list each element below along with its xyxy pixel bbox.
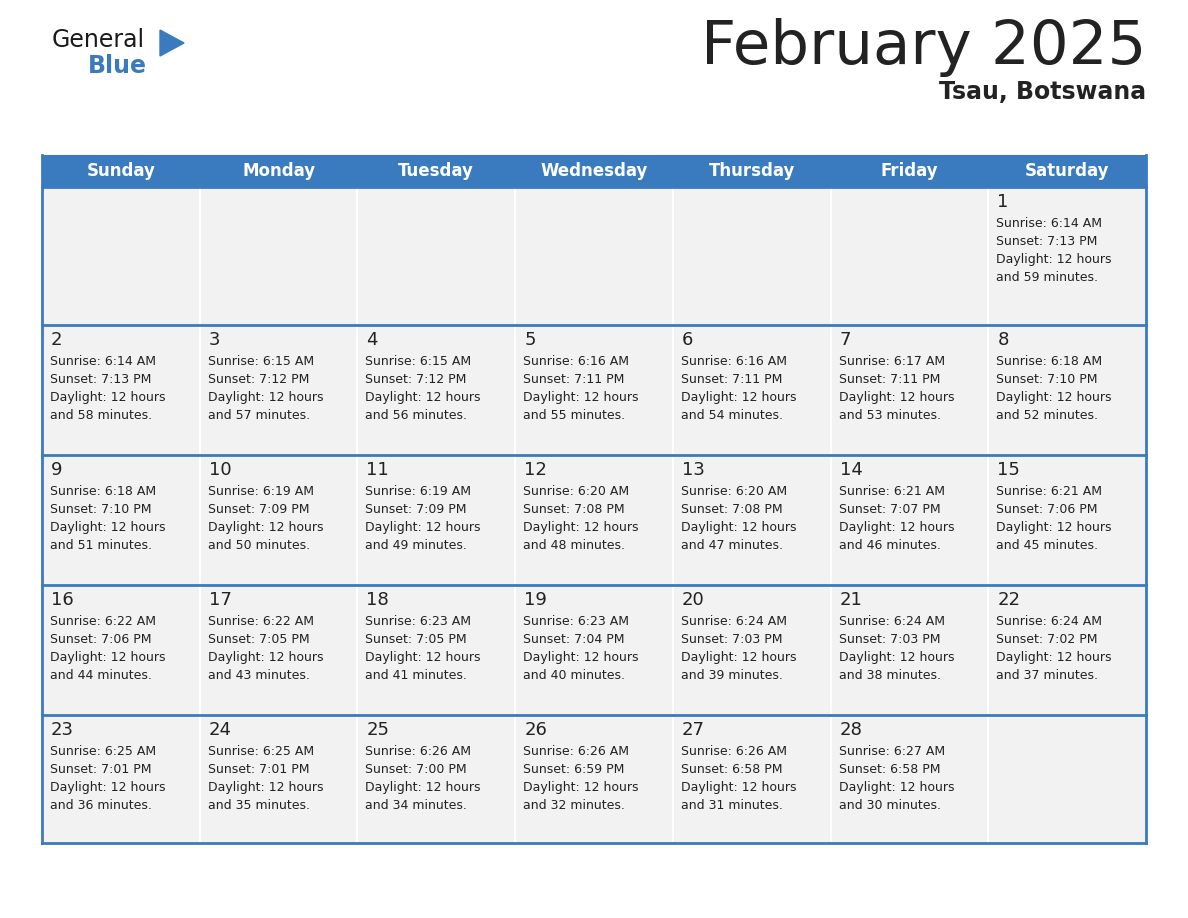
- Text: Sunday: Sunday: [87, 162, 156, 180]
- Text: 6: 6: [682, 331, 694, 349]
- Text: 3: 3: [209, 331, 220, 349]
- Text: 11: 11: [366, 461, 390, 479]
- Text: 8: 8: [997, 331, 1009, 349]
- Text: Thursday: Thursday: [708, 162, 795, 180]
- Text: Tuesday: Tuesday: [398, 162, 474, 180]
- Text: February 2025: February 2025: [701, 18, 1146, 77]
- Text: 18: 18: [366, 591, 390, 609]
- Text: Sunrise: 6:26 AM
Sunset: 6:59 PM
Daylight: 12 hours
and 32 minutes.: Sunrise: 6:26 AM Sunset: 6:59 PM Dayligh…: [523, 745, 639, 812]
- Text: 10: 10: [209, 461, 232, 479]
- Text: General: General: [52, 28, 145, 52]
- Text: Saturday: Saturday: [1025, 162, 1110, 180]
- Text: Sunrise: 6:14 AM
Sunset: 7:13 PM
Daylight: 12 hours
and 58 minutes.: Sunrise: 6:14 AM Sunset: 7:13 PM Dayligh…: [50, 355, 165, 422]
- Text: Sunrise: 6:25 AM
Sunset: 7:01 PM
Daylight: 12 hours
and 35 minutes.: Sunrise: 6:25 AM Sunset: 7:01 PM Dayligh…: [208, 745, 323, 812]
- Text: Friday: Friday: [880, 162, 939, 180]
- Text: Sunrise: 6:23 AM
Sunset: 7:05 PM
Daylight: 12 hours
and 41 minutes.: Sunrise: 6:23 AM Sunset: 7:05 PM Dayligh…: [366, 615, 481, 682]
- Text: 14: 14: [840, 461, 862, 479]
- Text: 16: 16: [51, 591, 74, 609]
- Text: 17: 17: [209, 591, 232, 609]
- Text: 21: 21: [840, 591, 862, 609]
- Text: Sunrise: 6:20 AM
Sunset: 7:08 PM
Daylight: 12 hours
and 47 minutes.: Sunrise: 6:20 AM Sunset: 7:08 PM Dayligh…: [681, 485, 796, 552]
- Text: 25: 25: [366, 721, 390, 739]
- Text: 15: 15: [997, 461, 1020, 479]
- Text: Sunrise: 6:23 AM
Sunset: 7:04 PM
Daylight: 12 hours
and 40 minutes.: Sunrise: 6:23 AM Sunset: 7:04 PM Dayligh…: [523, 615, 639, 682]
- Text: 4: 4: [366, 331, 378, 349]
- Text: Sunrise: 6:16 AM
Sunset: 7:11 PM
Daylight: 12 hours
and 55 minutes.: Sunrise: 6:16 AM Sunset: 7:11 PM Dayligh…: [523, 355, 639, 422]
- Bar: [42, 325, 1146, 455]
- Text: 27: 27: [682, 721, 704, 739]
- Text: Sunrise: 6:15 AM
Sunset: 7:12 PM
Daylight: 12 hours
and 56 minutes.: Sunrise: 6:15 AM Sunset: 7:12 PM Dayligh…: [366, 355, 481, 422]
- Text: 2: 2: [51, 331, 63, 349]
- Text: 13: 13: [682, 461, 704, 479]
- Text: Sunrise: 6:16 AM
Sunset: 7:11 PM
Daylight: 12 hours
and 54 minutes.: Sunrise: 6:16 AM Sunset: 7:11 PM Dayligh…: [681, 355, 796, 422]
- Text: Tsau, Botswana: Tsau, Botswana: [939, 80, 1146, 104]
- Text: Sunrise: 6:21 AM
Sunset: 7:06 PM
Daylight: 12 hours
and 45 minutes.: Sunrise: 6:21 AM Sunset: 7:06 PM Dayligh…: [997, 485, 1112, 552]
- Text: Sunrise: 6:22 AM
Sunset: 7:05 PM
Daylight: 12 hours
and 43 minutes.: Sunrise: 6:22 AM Sunset: 7:05 PM Dayligh…: [208, 615, 323, 682]
- Polygon shape: [160, 30, 184, 56]
- Text: 23: 23: [51, 721, 74, 739]
- Text: Sunrise: 6:24 AM
Sunset: 7:02 PM
Daylight: 12 hours
and 37 minutes.: Sunrise: 6:24 AM Sunset: 7:02 PM Dayligh…: [997, 615, 1112, 682]
- Text: Sunrise: 6:18 AM
Sunset: 7:10 PM
Daylight: 12 hours
and 51 minutes.: Sunrise: 6:18 AM Sunset: 7:10 PM Dayligh…: [50, 485, 165, 552]
- Text: Sunrise: 6:17 AM
Sunset: 7:11 PM
Daylight: 12 hours
and 53 minutes.: Sunrise: 6:17 AM Sunset: 7:11 PM Dayligh…: [839, 355, 954, 422]
- Text: Sunrise: 6:19 AM
Sunset: 7:09 PM
Daylight: 12 hours
and 50 minutes.: Sunrise: 6:19 AM Sunset: 7:09 PM Dayligh…: [208, 485, 323, 552]
- Bar: [42, 715, 1146, 843]
- Text: 28: 28: [840, 721, 862, 739]
- Text: 5: 5: [524, 331, 536, 349]
- Bar: [42, 455, 1146, 585]
- Text: 12: 12: [524, 461, 546, 479]
- Text: Sunrise: 6:14 AM
Sunset: 7:13 PM
Daylight: 12 hours
and 59 minutes.: Sunrise: 6:14 AM Sunset: 7:13 PM Dayligh…: [997, 217, 1112, 284]
- Text: Sunrise: 6:24 AM
Sunset: 7:03 PM
Daylight: 12 hours
and 38 minutes.: Sunrise: 6:24 AM Sunset: 7:03 PM Dayligh…: [839, 615, 954, 682]
- Text: Blue: Blue: [88, 54, 147, 78]
- Text: Sunrise: 6:25 AM
Sunset: 7:01 PM
Daylight: 12 hours
and 36 minutes.: Sunrise: 6:25 AM Sunset: 7:01 PM Dayligh…: [50, 745, 165, 812]
- Text: Sunrise: 6:22 AM
Sunset: 7:06 PM
Daylight: 12 hours
and 44 minutes.: Sunrise: 6:22 AM Sunset: 7:06 PM Dayligh…: [50, 615, 165, 682]
- Text: Sunrise: 6:15 AM
Sunset: 7:12 PM
Daylight: 12 hours
and 57 minutes.: Sunrise: 6:15 AM Sunset: 7:12 PM Dayligh…: [208, 355, 323, 422]
- Text: 9: 9: [51, 461, 63, 479]
- Text: Sunrise: 6:21 AM
Sunset: 7:07 PM
Daylight: 12 hours
and 46 minutes.: Sunrise: 6:21 AM Sunset: 7:07 PM Dayligh…: [839, 485, 954, 552]
- Text: Sunrise: 6:19 AM
Sunset: 7:09 PM
Daylight: 12 hours
and 49 minutes.: Sunrise: 6:19 AM Sunset: 7:09 PM Dayligh…: [366, 485, 481, 552]
- Text: 26: 26: [524, 721, 546, 739]
- Bar: [42, 187, 1146, 325]
- Bar: [42, 155, 1146, 187]
- Text: Sunrise: 6:20 AM
Sunset: 7:08 PM
Daylight: 12 hours
and 48 minutes.: Sunrise: 6:20 AM Sunset: 7:08 PM Dayligh…: [523, 485, 639, 552]
- Text: Sunrise: 6:26 AM
Sunset: 7:00 PM
Daylight: 12 hours
and 34 minutes.: Sunrise: 6:26 AM Sunset: 7:00 PM Dayligh…: [366, 745, 481, 812]
- Text: 7: 7: [840, 331, 851, 349]
- Text: Sunrise: 6:18 AM
Sunset: 7:10 PM
Daylight: 12 hours
and 52 minutes.: Sunrise: 6:18 AM Sunset: 7:10 PM Dayligh…: [997, 355, 1112, 422]
- Text: Sunrise: 6:27 AM
Sunset: 6:58 PM
Daylight: 12 hours
and 30 minutes.: Sunrise: 6:27 AM Sunset: 6:58 PM Dayligh…: [839, 745, 954, 812]
- Bar: [42, 585, 1146, 715]
- Text: 24: 24: [209, 721, 232, 739]
- Text: 20: 20: [682, 591, 704, 609]
- Text: Wednesday: Wednesday: [541, 162, 647, 180]
- Text: 19: 19: [524, 591, 546, 609]
- Text: Sunrise: 6:24 AM
Sunset: 7:03 PM
Daylight: 12 hours
and 39 minutes.: Sunrise: 6:24 AM Sunset: 7:03 PM Dayligh…: [681, 615, 796, 682]
- Text: 1: 1: [997, 193, 1009, 211]
- Text: 22: 22: [997, 591, 1020, 609]
- Text: Sunrise: 6:26 AM
Sunset: 6:58 PM
Daylight: 12 hours
and 31 minutes.: Sunrise: 6:26 AM Sunset: 6:58 PM Dayligh…: [681, 745, 796, 812]
- Text: Monday: Monday: [242, 162, 315, 180]
